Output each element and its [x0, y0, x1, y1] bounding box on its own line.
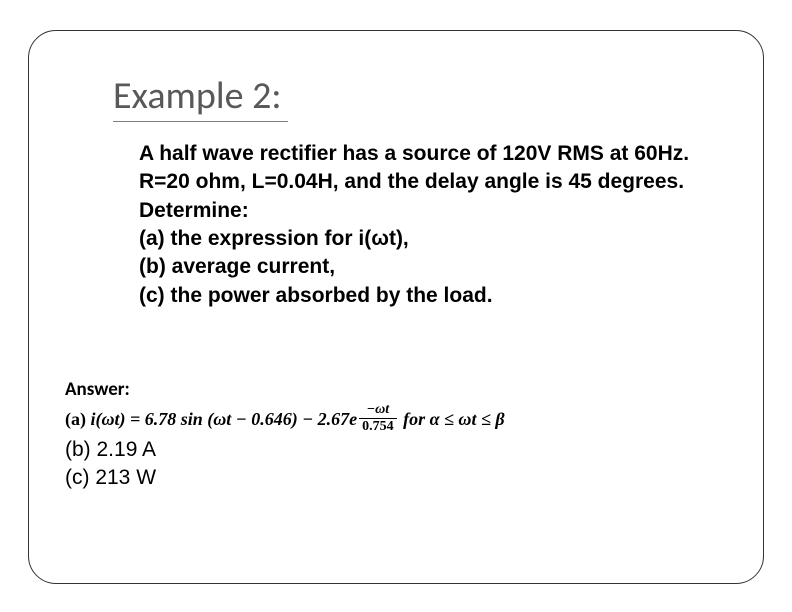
answer-a-range: for α ≤ ωt ≤ β — [399, 409, 505, 429]
problem-statement: A half wave rectifier has a source of 12… — [139, 140, 725, 310]
answer-part-b: (b) 2.19 A — [65, 436, 735, 464]
problem-line: (c) the power absorbed by the load. — [139, 282, 725, 310]
exponent-fraction: −ωt 0.754 — [359, 403, 397, 434]
exp-denominator: 0.754 — [359, 419, 397, 434]
answer-a-prefix: (a) — [65, 409, 91, 429]
slide-title: Example 2: — [113, 73, 288, 122]
answer-part-c: (c) 213 W — [65, 464, 735, 492]
problem-line: (a) the expression for i(ωt), — [139, 225, 725, 253]
answer-label: Answer: — [65, 378, 735, 401]
slide-panel: Example 2: A half wave rectifier has a s… — [28, 30, 764, 584]
slide-container: Example 2: A half wave rectifier has a s… — [0, 0, 792, 612]
exp-numerator: −ωt — [367, 402, 390, 417]
problem-line: (b) average current, — [139, 253, 725, 281]
problem-line: R=20 ohm, L=0.04H, and the delay angle i… — [139, 168, 725, 196]
answer-block: Answer: (a) i(ωt) = 6.78 sin (ωt − 0.646… — [65, 378, 735, 436]
problem-line: A half wave rectifier has a source of 12… — [139, 140, 725, 168]
problem-line: Determine: — [139, 197, 725, 225]
answer-part-a: (a) i(ωt) = 6.78 sin (ωt − 0.646) − 2.67… — [65, 409, 505, 429]
answer-a-expression: i(ωt) = 6.78 sin (ωt − 0.646) − 2.67e — [91, 409, 358, 429]
